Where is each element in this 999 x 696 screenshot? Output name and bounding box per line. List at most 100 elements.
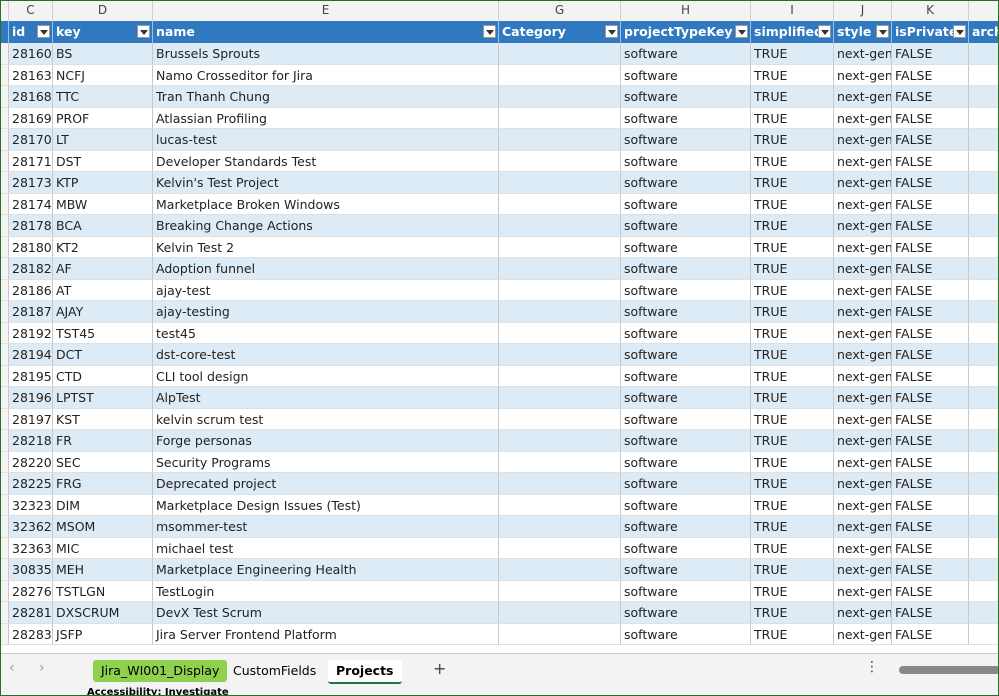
cell[interactable]: next-gen	[834, 580, 892, 602]
cell[interactable]: dst-core-test	[153, 344, 499, 366]
cell[interactable]: TRUE	[751, 408, 834, 430]
filter-button[interactable]	[876, 25, 889, 38]
cell[interactable]: software	[621, 623, 751, 645]
filter-button[interactable]	[37, 25, 50, 38]
cell[interactable]: TestLogin	[153, 580, 499, 602]
header-cell[interactable]: style	[834, 21, 892, 43]
cell[interactable]: 28195	[9, 365, 53, 387]
cell[interactable]: TRUE	[751, 559, 834, 581]
cell[interactable]: 30835	[9, 559, 53, 581]
cell[interactable]: TSTLGN	[53, 580, 153, 602]
cell[interactable]: TRUE	[751, 129, 834, 151]
cell[interactable]: Deprecated project	[153, 473, 499, 495]
cell[interactable]	[499, 430, 621, 452]
cell[interactable]: software	[621, 516, 751, 538]
cell[interactable]: 28186	[9, 279, 53, 301]
column-letter[interactable]: E	[153, 1, 499, 21]
cell[interactable]	[499, 64, 621, 86]
cell[interactable]: TST45	[53, 322, 153, 344]
cell[interactable]: software	[621, 107, 751, 129]
cell[interactable]: next-gen	[834, 258, 892, 280]
cell[interactable]: FALSE	[892, 301, 969, 323]
scrollbar[interactable]	[899, 666, 998, 674]
cell[interactable]: DCT	[53, 344, 153, 366]
cell[interactable]	[499, 365, 621, 387]
cell[interactable]: TRUE	[751, 193, 834, 215]
filter-button[interactable]	[137, 25, 150, 38]
cell[interactable]: software	[621, 129, 751, 151]
cell[interactable]: next-gen	[834, 387, 892, 409]
cell[interactable]: FALSE	[892, 430, 969, 452]
cell[interactable]: FALSE	[892, 322, 969, 344]
cell[interactable]: Security Programs	[153, 451, 499, 473]
cell[interactable]: PROF	[53, 107, 153, 129]
cell[interactable]: 28180	[9, 236, 53, 258]
header-cell[interactable]: isPrivate	[892, 21, 969, 43]
cell[interactable]	[499, 150, 621, 172]
cell[interactable]: next-gen	[834, 64, 892, 86]
cell[interactable]	[969, 344, 998, 366]
cell[interactable]: software	[621, 559, 751, 581]
cell[interactable]: FALSE	[892, 451, 969, 473]
cell[interactable]: next-gen	[834, 193, 892, 215]
cell[interactable]: TRUE	[751, 623, 834, 645]
cell[interactable]: FALSE	[892, 43, 969, 65]
cell[interactable]: TTC	[53, 86, 153, 108]
cell[interactable]: FRG	[53, 473, 153, 495]
header-cell[interactable]: name	[153, 21, 499, 43]
cell[interactable]: Namo Crosseditor for Jira	[153, 64, 499, 86]
cell[interactable]: CLI tool design	[153, 365, 499, 387]
cell[interactable]	[499, 559, 621, 581]
cell[interactable]: AT	[53, 279, 153, 301]
cell[interactable]: next-gen	[834, 537, 892, 559]
cell[interactable]	[969, 301, 998, 323]
cell[interactable]: TRUE	[751, 107, 834, 129]
cell[interactable]: software	[621, 602, 751, 624]
cell[interactable]: FALSE	[892, 602, 969, 624]
cell[interactable]: 28182	[9, 258, 53, 280]
header-cell[interactable]: projectTypeKey	[621, 21, 751, 43]
cell[interactable]: MIC	[53, 537, 153, 559]
cell[interactable]: TRUE	[751, 580, 834, 602]
cell[interactable]: Kelvin's Test Project	[153, 172, 499, 194]
cell[interactable]	[969, 236, 998, 258]
cell[interactable]: next-gen	[834, 43, 892, 65]
cell[interactable]	[969, 559, 998, 581]
cell[interactable]: TRUE	[751, 516, 834, 538]
cell[interactable]: next-gen	[834, 172, 892, 194]
cell[interactable]: Atlassian Profiling	[153, 107, 499, 129]
cell[interactable]: next-gen	[834, 516, 892, 538]
cell[interactable]: LPTST	[53, 387, 153, 409]
cell[interactable]: TRUE	[751, 279, 834, 301]
cell[interactable]: michael test	[153, 537, 499, 559]
cell[interactable]: Adoption funnel	[153, 258, 499, 280]
column-letter[interactable]: C	[9, 1, 53, 21]
cell[interactable]	[499, 387, 621, 409]
cell[interactable]: software	[621, 64, 751, 86]
cell[interactable]: FALSE	[892, 215, 969, 237]
cell[interactable]: TRUE	[751, 344, 834, 366]
cell[interactable]: NCFJ	[53, 64, 153, 86]
cell[interactable]: Marketplace Broken Windows	[153, 193, 499, 215]
cell[interactable]: 32362	[9, 516, 53, 538]
cell[interactable]: DXSCRUM	[53, 602, 153, 624]
cell[interactable]: MSOM	[53, 516, 153, 538]
cell[interactable]: Developer Standards Test	[153, 150, 499, 172]
cell[interactable]: software	[621, 215, 751, 237]
cell[interactable]: FALSE	[892, 107, 969, 129]
header-cell[interactable]: id	[9, 21, 53, 43]
cell[interactable]: 28174	[9, 193, 53, 215]
cell[interactable]	[969, 516, 998, 538]
sheet-tab-active[interactable]: Projects	[328, 660, 402, 684]
cell[interactable]: TRUE	[751, 43, 834, 65]
cell[interactable]: software	[621, 537, 751, 559]
cell[interactable]: TRUE	[751, 365, 834, 387]
cell[interactable]: 28196	[9, 387, 53, 409]
cell[interactable]: KT2	[53, 236, 153, 258]
cell[interactable]: FALSE	[892, 172, 969, 194]
cell[interactable]: 28276	[9, 580, 53, 602]
sheet-tab[interactable]: Jira_WI001_Display	[93, 660, 228, 682]
cell[interactable]	[499, 344, 621, 366]
cell[interactable]: 28160	[9, 43, 53, 65]
cell[interactable]	[969, 279, 998, 301]
